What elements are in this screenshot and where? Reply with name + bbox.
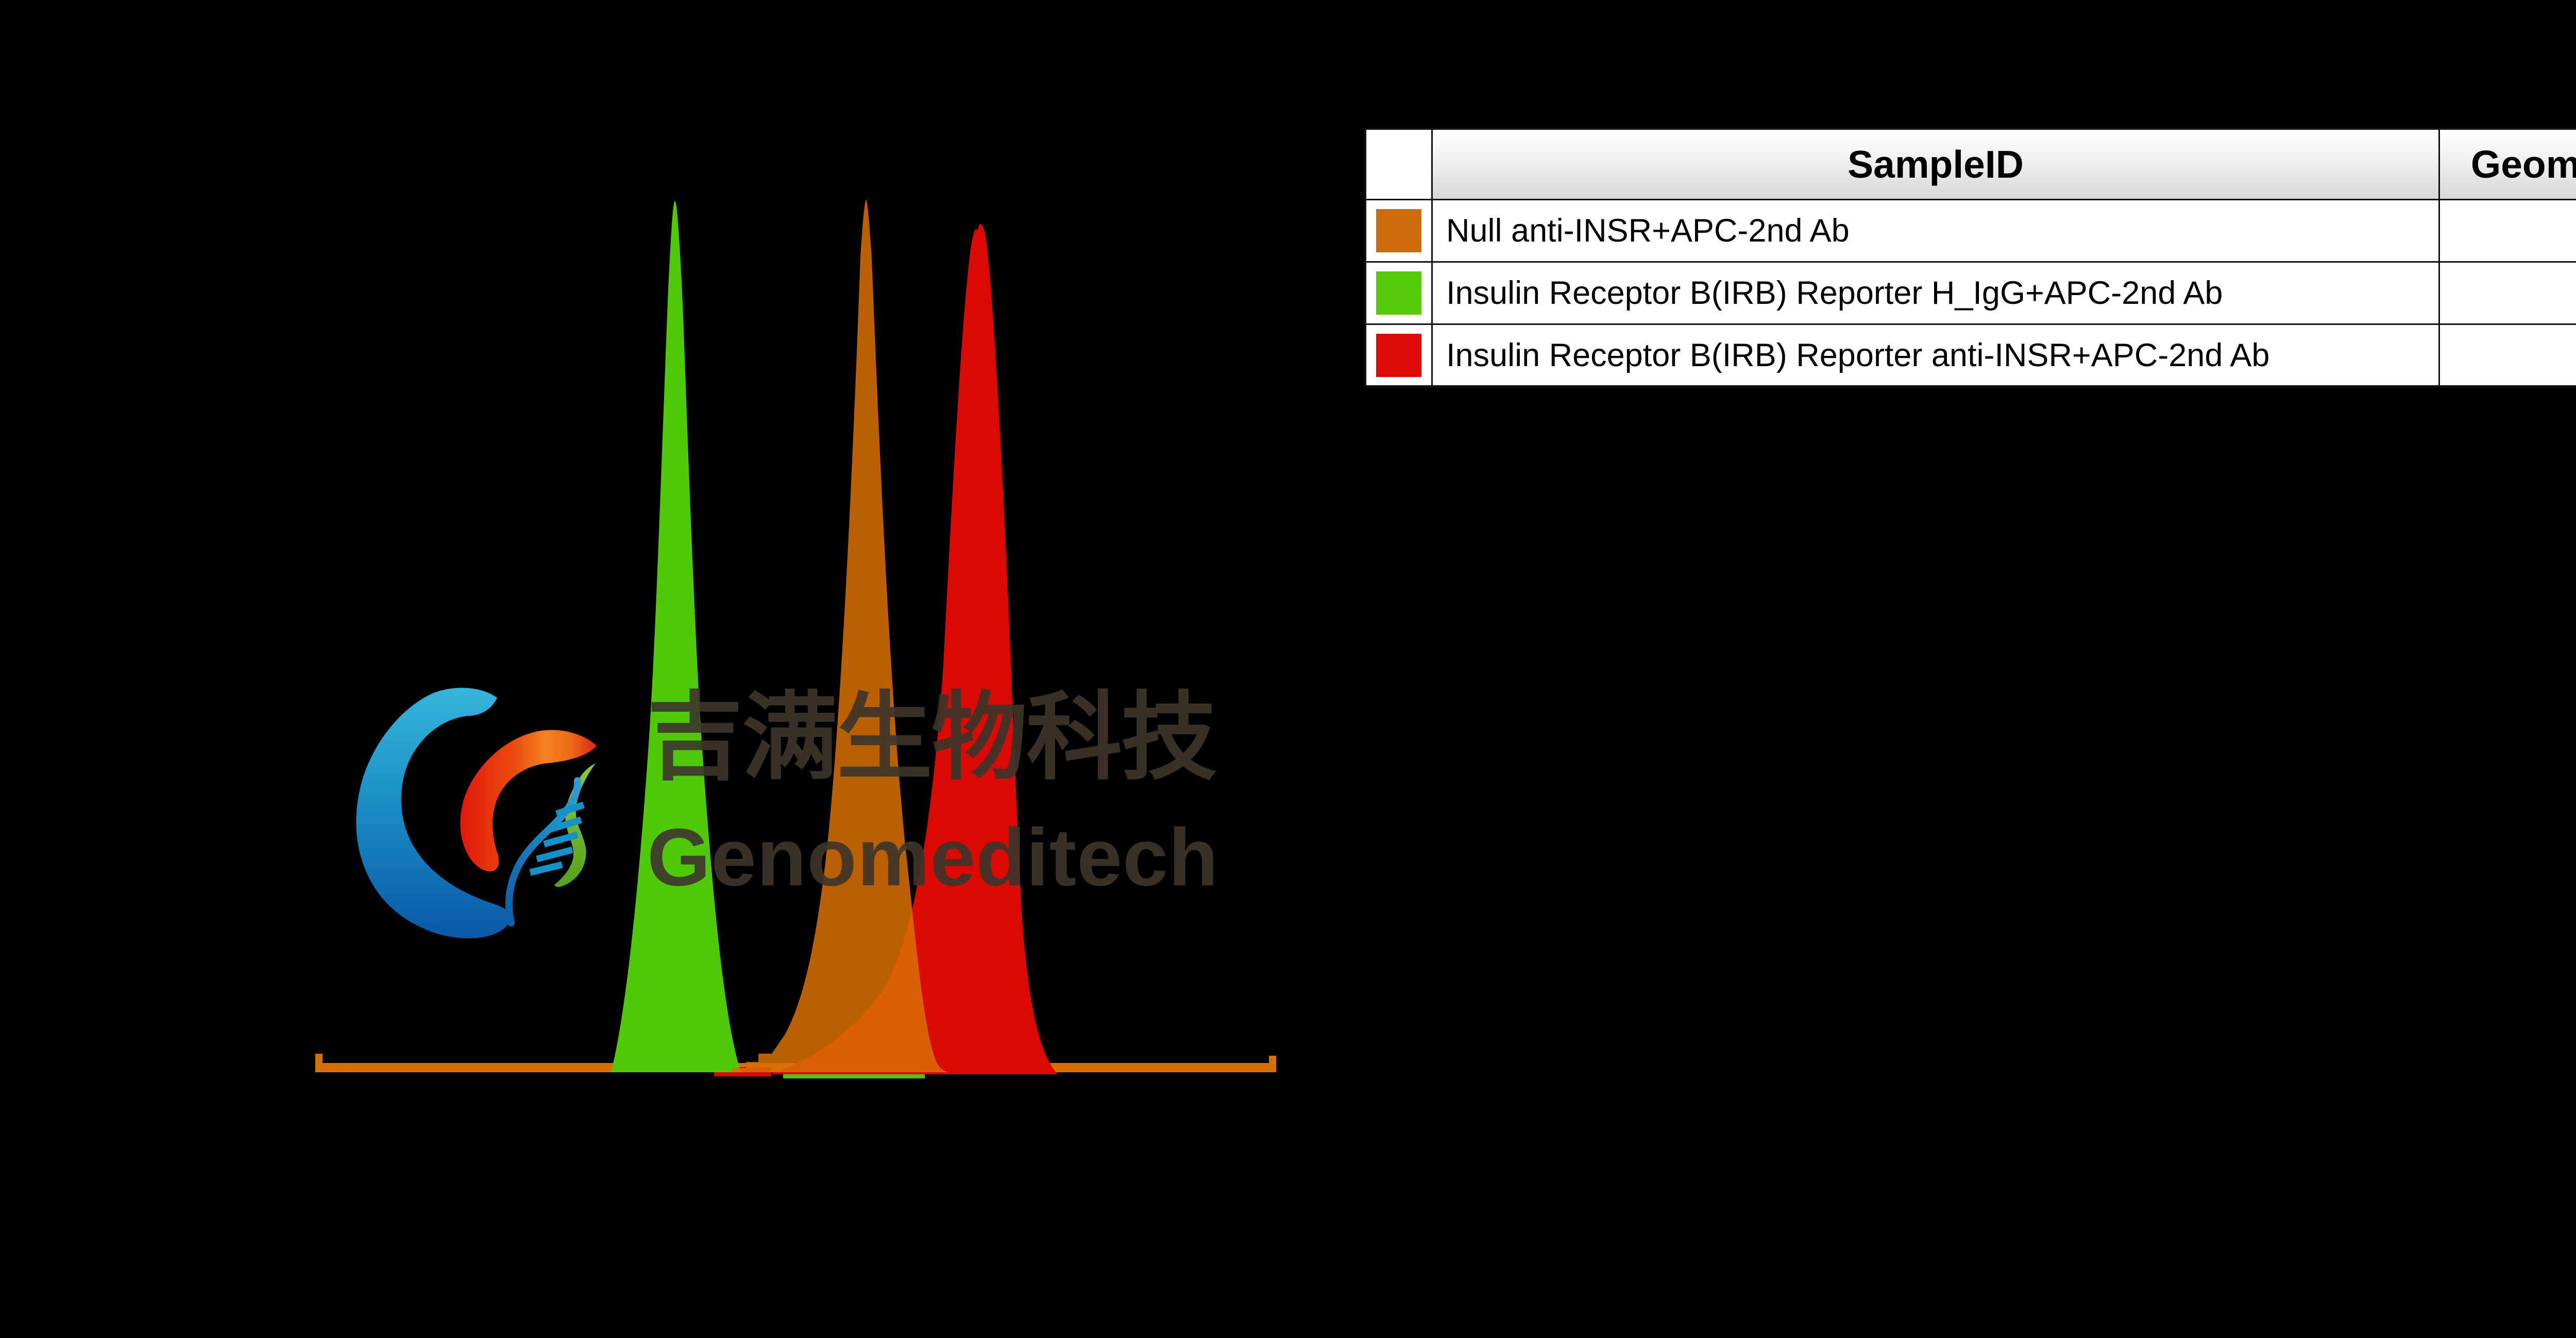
row-3-color-swatch [1376,333,1421,377]
row-1-sample-cell: Null anti-INSR+APC-2nd Ab [1433,200,2438,261]
row-3-sample-cell: Insulin Receptor B(IRB) Reporter anti-IN… [1433,325,2438,385]
logo-dna-rung [543,831,579,848]
histogram-peak-igg-green [611,201,741,1072]
watermark-chinese-text: 吉满生物科技 [647,684,1217,791]
logo-dna-rungs [529,801,585,876]
row-2-value-cell: 1398 [2440,263,2576,323]
header-cell-swatch [1366,130,1431,199]
histogram-peak-anti-insr-red [773,224,1057,1074]
row-1-value-cell: 65020 [2440,200,2576,261]
row-3-value-cell: 6.30E5 [2440,325,2576,385]
row-3-swatch-cell [1366,325,1431,385]
logo-dna-rung [529,861,563,876]
logo-dna-strand [505,777,582,927]
logo-blue-swirl [356,688,511,939]
watermark-latin-text: Genomeditech [647,812,1219,903]
logo-flame [460,730,597,872]
header-cell-geomean: Geometric Mean : FL11-H [2440,130,2576,199]
row-1-color-swatch [1376,209,1421,252]
row-2-sample-cell: Insulin Receptor B(IRB) Reporter H_IgG+A… [1433,263,2438,323]
logo-dna-rung [549,816,582,833]
header-cell-sampleid: SampleID [1433,130,2438,199]
row-2-swatch-cell [1366,263,1431,323]
logo-dna-rung [555,801,585,817]
row-1-swatch-cell [1366,200,1431,261]
genomeditech-logo [356,688,597,939]
logo-dna-rung [536,846,573,863]
histogram-peak-null-orange [732,199,950,1072]
row-2-color-swatch [1376,271,1421,315]
stats-table: SampleID Geometric Mean : FL11-H Null an… [1364,128,2576,388]
